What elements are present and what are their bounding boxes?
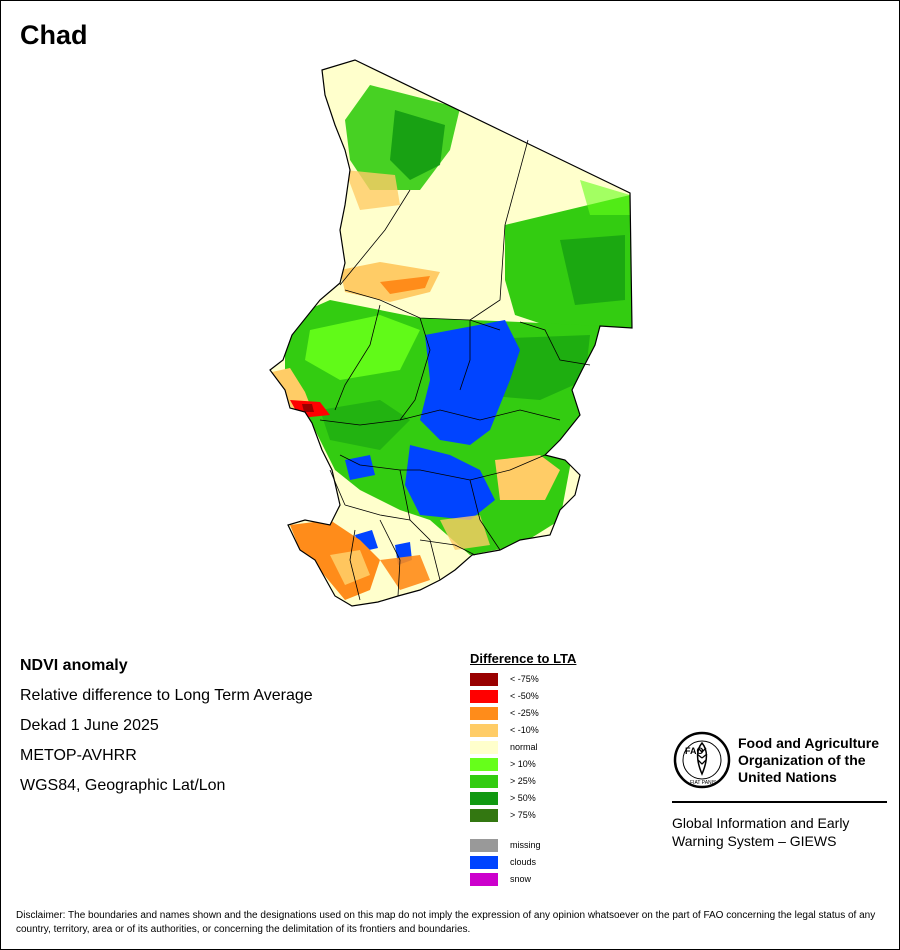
- legend-swatch: [470, 792, 498, 805]
- legend-item: > 75%: [470, 808, 576, 825]
- giews-name: Global Information and Early Warning Sys…: [672, 815, 850, 849]
- legend-label: > 75%: [510, 810, 536, 820]
- legend-label: > 50%: [510, 793, 536, 803]
- fao-logo: FAO FIAT PANIS: [673, 731, 731, 789]
- legend-item: < -50%: [470, 689, 576, 706]
- legend-swatch: [470, 839, 498, 852]
- legend-swatch: [470, 775, 498, 788]
- legend-item: clouds: [470, 855, 576, 872]
- product-description: Relative difference to Long Term Average: [20, 687, 313, 704]
- legend-swatch: [470, 724, 498, 737]
- product-name: NDVI anomaly: [20, 657, 128, 674]
- legend-label: < -75%: [510, 674, 539, 684]
- legend-label: normal: [510, 742, 538, 752]
- legend-item: < -10%: [470, 723, 576, 740]
- legend-label: < -50%: [510, 691, 539, 701]
- product-sensor: METOP-AVHRR: [20, 747, 137, 764]
- legend-swatch: [470, 809, 498, 822]
- legend-swatch: [470, 758, 498, 771]
- legend-item: > 25%: [470, 774, 576, 791]
- legend-swatch: [470, 690, 498, 703]
- legend-item: snow: [470, 872, 576, 889]
- legend-label: missing: [510, 840, 541, 850]
- legend-item: > 10%: [470, 757, 576, 774]
- svg-text:FIAT PANIS: FIAT PANIS: [690, 780, 717, 786]
- fao-organization-name: Food and Agriculture Organization of the…: [738, 735, 880, 785]
- legend-swatch: [470, 873, 498, 886]
- legend-special: missing clouds snow: [470, 838, 576, 889]
- legend-label: > 25%: [510, 776, 536, 786]
- legend-swatch: [470, 707, 498, 720]
- svg-text:FAO: FAO: [685, 746, 704, 756]
- legend-item: normal: [470, 740, 576, 757]
- fao-divider: [672, 801, 887, 803]
- legend-item: < -25%: [470, 706, 576, 723]
- legend-title: Difference to LTA: [470, 651, 577, 666]
- legend: Difference to LTA < -75% < -50% < -25% < -1…: [470, 651, 576, 889]
- legend-label: > 10%: [510, 759, 536, 769]
- legend-label: < -10%: [510, 725, 539, 735]
- legend-swatch: [470, 856, 498, 869]
- disclaimer: Disclaimer: The boundaries and names sho…: [16, 910, 876, 935]
- country-map: [269, 59, 633, 607]
- legend-label: snow: [510, 874, 532, 884]
- legend-classes: < -75% < -50% < -25% < -10% normal > 10% > 25%…: [470, 672, 576, 825]
- legend-label: < -25%: [510, 708, 539, 718]
- map-info: NDVI anomaly Relative difference to Long…: [20, 656, 313, 806]
- product-period: Dekad 1 June 2025: [20, 717, 159, 734]
- product-projection: WGS84, Geographic Lat/Lon: [20, 777, 226, 794]
- legend-swatch: [470, 741, 498, 754]
- legend-item: missing: [470, 838, 576, 855]
- map-title: Chad: [20, 20, 88, 50]
- legend-item: > 50%: [470, 791, 576, 808]
- legend-item: < -75%: [470, 672, 576, 689]
- legend-label: clouds: [510, 857, 537, 867]
- legend-swatch: [470, 673, 498, 686]
